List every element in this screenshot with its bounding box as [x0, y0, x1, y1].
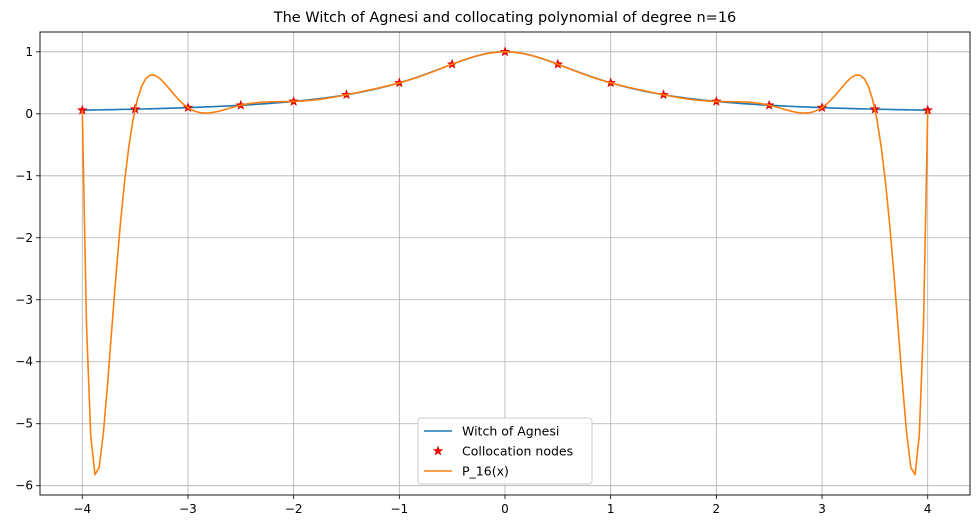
y-tick-label: −2: [15, 231, 33, 245]
grid: [40, 32, 970, 495]
x-tick-label: 3: [818, 502, 826, 516]
x-tick-label: −1: [390, 502, 408, 516]
y-tick-label: −1: [15, 169, 33, 183]
x-tick-label: −2: [285, 502, 303, 516]
y-tick-label: −5: [15, 417, 33, 431]
y-tick-label: 1: [25, 45, 33, 59]
chart-title: The Witch of Agnesi and collocating poly…: [273, 10, 737, 26]
series-p16-line: [81, 51, 929, 476]
y-tick-label: 0: [25, 107, 33, 121]
x-tick-label: −4: [73, 502, 91, 516]
x-tick-label: 0: [501, 502, 509, 516]
plot-series: [77, 46, 933, 476]
x-tick-label: −3: [179, 502, 197, 516]
y-tick-label: −3: [15, 293, 33, 307]
x-tick-label: 2: [713, 502, 721, 516]
x-tick-label: 4: [924, 502, 932, 516]
x-tick-label: 1: [607, 502, 615, 516]
plot-frame: [39, 31, 971, 496]
legend-marker-star: [432, 445, 444, 456]
y-tick-label: −4: [15, 355, 33, 369]
legend-label: P_16(x): [462, 464, 509, 479]
legend: Witch of Agnesi Collocation nodes P_16(x): [417, 417, 593, 485]
legend-label: Collocation nodes: [462, 444, 573, 459]
y-axis-ticks: 1 0 −1 −2 −3 −4 −5 −6: [15, 45, 40, 493]
x-axis-ticks: −4 −3 −2 −1 0 1 2 3 4: [73, 495, 932, 516]
y-tick-label: −6: [15, 479, 33, 493]
legend-box: [417, 417, 593, 485]
legend-label: Witch of Agnesi: [462, 424, 559, 439]
